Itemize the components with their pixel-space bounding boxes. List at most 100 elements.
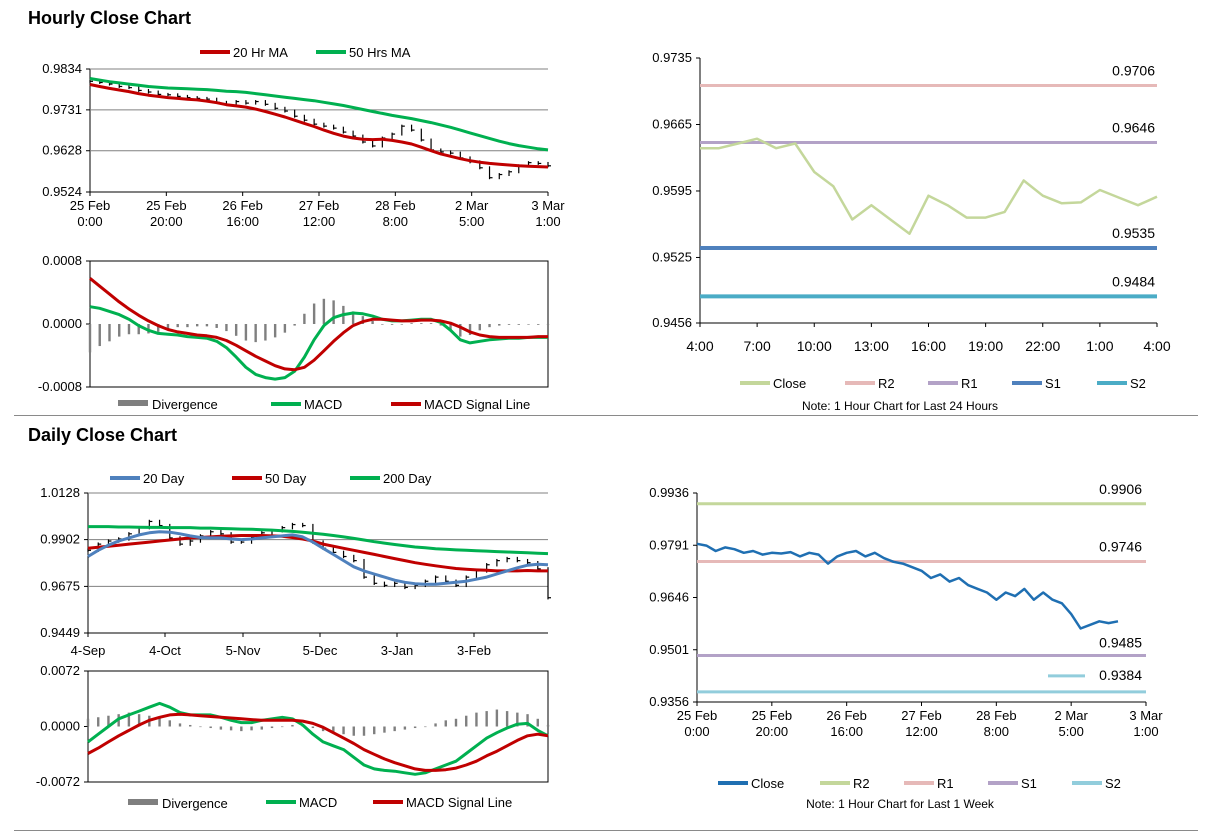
hourly-price-y-tick-label: 0.9628 [42,143,82,158]
levels24-x-tick-label: 7:00 [744,338,771,354]
hourly-divergence-bar [225,324,228,332]
hourly-divergence-bar [303,313,306,324]
hourly-legend-divergence-swatch [118,400,148,406]
hourly-price-x-tick-label: 5:00 [459,214,484,229]
levels1w-x-tick-label: 25 Feb [752,708,792,723]
daily-price-x-tick-label: 5-Dec [303,643,338,658]
levels1w-x-tick-label: 1:00 [1133,724,1158,739]
hourly-price-y-tick-label: 0.9834 [42,61,82,76]
hourly-divergence-bar [459,324,462,337]
daily-price-x-tick-label: 4-Sep [71,643,106,658]
daily-divergence-bar [526,714,529,727]
daily-ma50-line [87,534,548,573]
daily-legend-divergence-swatch [128,799,158,805]
hourly-price-x-tick-label: 25 Feb [70,198,110,213]
levels24-close-line [700,137,1158,235]
hourly-divergence-bar [234,324,238,336]
daily-divergence-bar [475,712,478,727]
levels1w-x-tick-label: 28 Feb [976,708,1016,723]
hourly-divergence-bar [108,324,111,342]
levels24-y-tick-label: 0.9735 [652,50,692,65]
levels24-y-tick-label: 0.9595 [652,183,692,198]
daily-macd-y-tick-label: 0.0000 [40,719,80,734]
hourly-signal-line [89,277,548,372]
levels24-x-tick-label: 4:00 [686,338,713,354]
levels24-s1-label: 0.9535 [1112,225,1155,241]
levels24-x-tick-label: 4:00 [1143,338,1170,354]
daily-divergence-bar [352,726,355,736]
hourly-divergence-bar [400,324,404,325]
daily-divergence-bar [189,724,192,727]
daily-divergence-bar [260,726,263,730]
daily-ma200-line [88,525,549,556]
levels24-x-tick-label: 16:00 [911,338,946,354]
hourly-ma20-line [89,83,549,169]
levels24-x-tick-label: 10:00 [797,338,832,354]
daily-divergence-bar [219,726,223,730]
levels1w-close-line [696,542,1119,630]
hourly-divergence-bar [118,324,121,337]
daily-divergence-bar [362,726,366,736]
hourly-divergence-bar [361,316,365,324]
levels24-x-tick-label: 1:00 [1086,338,1113,354]
daily-divergence-bar [444,720,447,727]
hourly-divergence-bar [410,323,413,324]
levels24-x-tick-label: 19:00 [968,338,1003,354]
daily-signal-line [87,712,549,772]
levels1w-x-tick-label: 3 Mar [1129,708,1163,723]
hourly-divergence-bar [371,320,374,324]
levels24-legend-s2-label: S2 [1130,376,1146,391]
daily-price-x-tick-label: 3-Jan [381,643,414,658]
daily-divergence-bar [240,726,243,732]
levels24-legend-r1-label: R1 [961,376,978,391]
daily-price-y-tick-label: 1.0128 [40,485,80,500]
daily-legend-ma20-label: 20 Day [143,471,185,486]
levels1w-x-tick-label: 2 Mar [1055,708,1089,723]
daily-divergence-bar [373,726,376,735]
levels1w-x-tick-label: 8:00 [984,724,1009,739]
levels24-y-tick-label: 0.9525 [652,249,692,264]
hourly-price-x-tick-label: 12:00 [303,214,336,229]
daily-section-title: Daily Close Chart [28,425,178,445]
daily-divergence-bar [465,715,468,727]
levels24-x-tick-label: 22:00 [1025,338,1060,354]
hourly-divergence-bar [507,324,511,325]
levels1w-x-tick-label: 20:00 [756,724,789,739]
hourly-divergence-bar [381,324,384,325]
hourly-price-x-tick-label: 20:00 [150,214,183,229]
hourly-legend-ma20-label: 20 Hr MA [233,45,288,60]
hourly-divergence-bar [157,324,160,332]
levels24-y-tick-label: 0.9665 [652,116,692,131]
levels24-legend-r2-label: R2 [878,376,895,391]
levels1w-x-tick-label: 5:00 [1059,724,1084,739]
daily-divergence-bar [403,726,407,730]
daily-divergence-bar [454,718,458,727]
hourly-price-y-tick-label: 0.9524 [42,184,82,199]
daily-divergence-bar [383,726,386,733]
hourly-divergence-bar [420,323,423,324]
hourly-macd-line [89,305,548,381]
levels1w-x-tick-label: 12:00 [905,724,938,739]
hourly-divergence-bar [351,311,355,324]
hourly-legend-divergence-label: Divergence [152,397,218,412]
hourly-divergence-bar [273,324,277,338]
levels1w-s2-label: 0.9384 [1099,667,1142,683]
daily-divergence-bar [413,726,417,729]
levels1w-x-tick-label: 25 Feb [677,708,717,723]
levels1w-legend-s1-label: S1 [1021,776,1037,791]
daily-divergence-bar [158,717,161,727]
daily-macd-y-tick-label: 0.0072 [40,663,80,678]
daily-divergence-bar [86,718,90,727]
daily-divergence-bar [137,714,141,727]
hourly-divergence-bar [537,324,540,325]
levels24-r1-label: 0.9646 [1112,120,1155,136]
daily-price-y-tick-label: 0.9902 [40,532,80,547]
levels1w-y-tick-label: 0.9501 [649,642,689,657]
hourly-divergence-bar [264,324,267,341]
hourly-legend-signal-label: MACD Signal Line [424,397,530,412]
hourly-divergence-bar [488,324,491,328]
hourly-price-x-tick-label: 27 Feb [299,198,339,213]
hourly-divergence-bar [137,324,140,335]
hourly-divergence-bar [478,324,481,331]
daily-price-y-tick-label: 0.9675 [40,578,80,593]
